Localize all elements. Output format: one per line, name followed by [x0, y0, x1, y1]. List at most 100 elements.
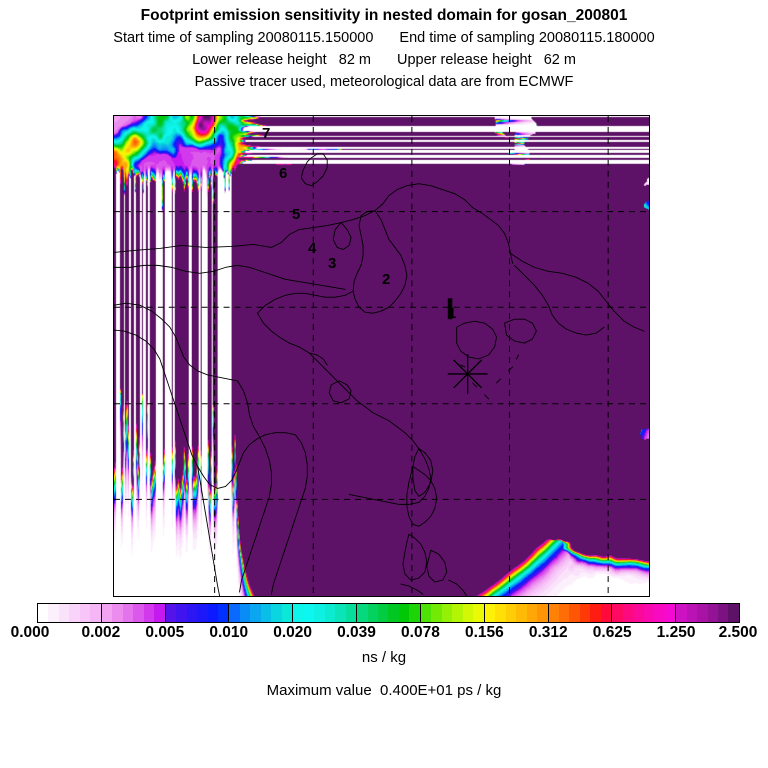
colorbar-swatch	[207, 604, 218, 622]
colorbar-segment	[420, 604, 485, 622]
colorbar-tick-label: 0.039	[337, 624, 376, 641]
colorbar-segment	[484, 604, 549, 622]
colorbar-swatch	[90, 604, 101, 622]
colorbar-tick-label: 0.156	[464, 624, 504, 641]
release-height-line: Lower release height 82 m Upper release h…	[0, 49, 768, 71]
colorbar-swatch	[388, 604, 399, 622]
footprint-field-raster	[114, 116, 649, 596]
end-time-label: End time of sampling 20080115.180000	[399, 30, 655, 46]
colorbar-segment	[676, 604, 739, 622]
colorbar-swatch	[718, 604, 729, 622]
colorbar-segment	[38, 604, 102, 622]
colorbar-swatch	[654, 604, 665, 622]
colorbar-swatch	[420, 604, 432, 622]
colorbar-swatch	[197, 604, 208, 622]
colorbar-swatch	[303, 604, 315, 622]
colorbar-swatch	[229, 604, 240, 622]
header-text-block: Footprint emission sensitivity in nested…	[0, 0, 768, 93]
upper-release-height-label: Upper release height 62 m	[397, 52, 576, 68]
release-site-star-icon	[447, 354, 488, 394]
colorbar-swatch	[398, 604, 410, 622]
colorbar-unit-label: ns / kg	[361, 649, 407, 666]
colorbar-swatch	[345, 604, 357, 622]
colorbar-tick-label: 0.005	[145, 624, 185, 641]
coastline-overlay	[114, 153, 645, 596]
colorbar-tick-label: 0.000	[10, 624, 50, 641]
trajectory-label-2: 2	[382, 271, 391, 288]
colorbar-tick-label: 2.500	[718, 624, 758, 641]
colorbar-swatch	[79, 604, 91, 622]
colorbar-swatch	[176, 604, 187, 622]
colorbar-swatch	[378, 604, 389, 622]
colorbar-tick-label: 0.002	[81, 624, 121, 641]
colorbar-swatch	[101, 604, 113, 622]
colorbar-segment	[357, 604, 421, 622]
colorbar-swatch	[122, 604, 134, 622]
colorbar-tick-label: 0.312	[528, 624, 568, 641]
colorbar-swatch	[357, 604, 368, 622]
colorbar-swatch	[728, 604, 739, 622]
colorbar-swatch	[569, 604, 580, 622]
colorbar-swatch	[473, 604, 484, 622]
colorbar-swatch	[154, 604, 165, 622]
colorbar-swatch	[260, 604, 272, 622]
colorbar-tick-label: 1.250	[656, 624, 696, 641]
colorbar-tick-label: 0.020	[273, 624, 313, 641]
colorbar-swatch	[38, 604, 49, 622]
trajectory-label-3: 3	[328, 255, 337, 272]
colorbar-swatch	[271, 604, 282, 622]
colorbar-swatch	[239, 604, 251, 622]
colorbar-swatch	[217, 604, 229, 622]
trajectory-label-5: 5	[292, 206, 301, 223]
colorbar-swatch	[686, 604, 698, 622]
colorbar-swatch	[441, 604, 453, 622]
colorbar-swatch	[664, 604, 676, 622]
colorbar-swatch	[676, 604, 687, 622]
colorbar-swatch	[505, 604, 517, 622]
gridline-overlay	[114, 116, 649, 596]
colorbar-swatch	[462, 604, 474, 622]
colorbar-swatch	[516, 604, 527, 622]
colorbar-swatch	[633, 604, 644, 622]
start-time-label: Start time of sampling 20080115.150000	[113, 30, 374, 46]
colorbar-swatch	[452, 604, 463, 622]
colorbar-swatch	[48, 604, 59, 622]
colorbar-swatch	[590, 604, 601, 622]
colorbar-gradient	[37, 603, 740, 623]
colorbar-swatch	[600, 604, 612, 622]
sampling-time-line: Start time of sampling 20080115.150000 En…	[0, 27, 768, 49]
colorbar-swatch	[622, 604, 634, 622]
colorbar-swatch	[281, 604, 293, 622]
map-plot-area: 1 2 3 4 5 6 7	[113, 115, 650, 597]
colorbar-segment	[293, 604, 358, 622]
colorbar-tick-label: 0.078	[401, 624, 440, 641]
colorbar-segment	[229, 604, 294, 622]
colorbar-swatch	[548, 604, 559, 622]
colorbar	[37, 603, 740, 623]
tracer-meteorology-label: Passive tracer used, meteorological data…	[194, 74, 574, 90]
trajectory-label-7: 7	[262, 125, 271, 142]
colorbar-tick-label: 0.625	[592, 624, 632, 641]
colorbar-tick-labels: 0.000 0.002 0.005 0.010 0.020 0.039 0.078 0.156…	[0, 624, 768, 644]
maximum-value-label: Maximum value 0.400E+01 ps / kg	[266, 682, 502, 699]
colorbar-segment	[548, 604, 613, 622]
colorbar-swatch	[293, 604, 304, 622]
colorbar-swatch	[558, 604, 570, 622]
page-title: Footprint emission sensitivity in nested…	[140, 7, 628, 24]
colorbar-swatch	[69, 604, 80, 622]
release-marker-overlay	[447, 354, 488, 394]
colorbar-tick-label: 0.010	[209, 624, 249, 641]
colorbar-swatch	[250, 604, 261, 622]
colorbar-swatch	[495, 604, 506, 622]
colorbar-swatch	[537, 604, 548, 622]
colorbar-swatch	[409, 604, 420, 622]
trajectory-label-6: 6	[279, 165, 288, 182]
colorbar-swatch	[612, 604, 623, 622]
colorbar-swatch	[186, 604, 198, 622]
colorbar-swatch	[431, 604, 442, 622]
colorbar-swatch	[165, 604, 177, 622]
trajectory-label-4: 4	[308, 240, 317, 257]
colorbar-swatch	[526, 604, 538, 622]
colorbar-swatch	[314, 604, 325, 622]
colorbar-segment	[101, 604, 166, 622]
